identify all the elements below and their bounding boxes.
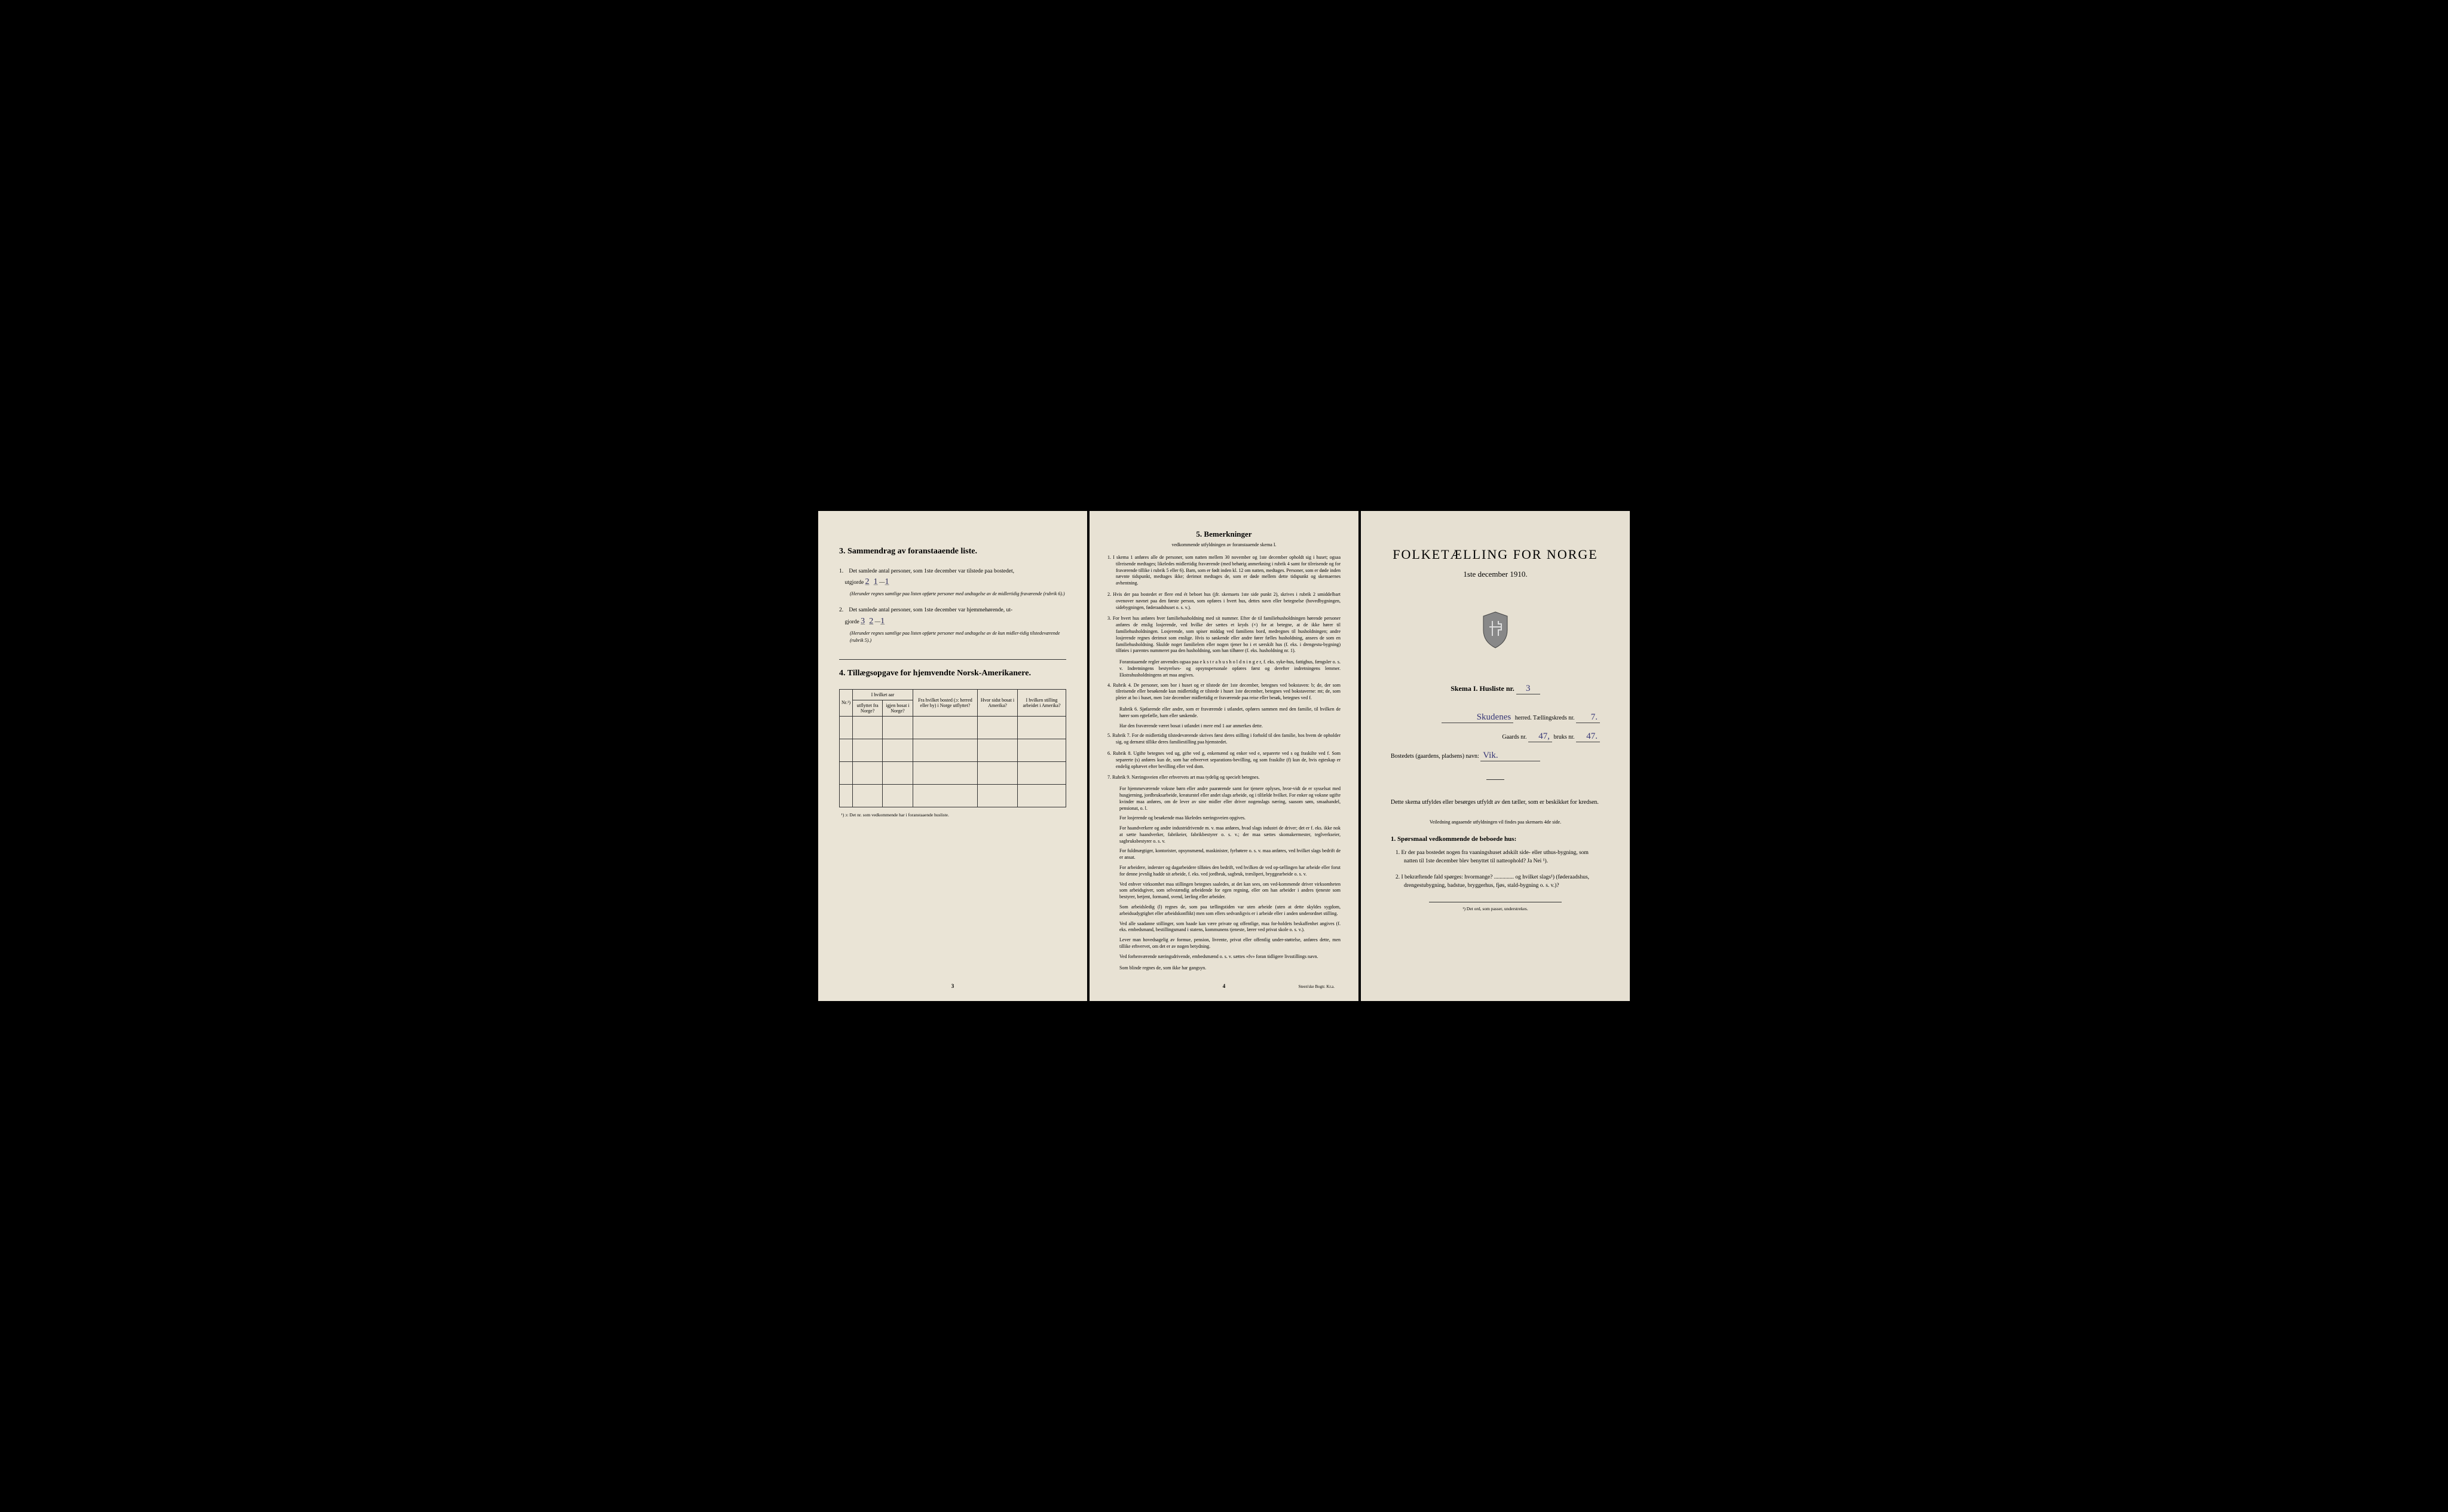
remark-5: 5. Rubrik 7. For de midlertidig tilstede… (1107, 733, 1341, 746)
table-row (840, 739, 1066, 761)
census-date: 1ste december 1910. (1385, 570, 1606, 579)
section-3-title: 3. Sammendrag av foranstaaende liste. (839, 547, 1066, 556)
remarks-list: 1. I skema 1 anføres alle de personer, s… (1107, 555, 1341, 971)
bruks-value: 47. (1586, 731, 1598, 741)
herred-value: Skudenes (1477, 712, 1511, 722)
page-number: 4 (1223, 983, 1226, 989)
remark-1: 1. I skema 1 anføres alle de personer, s… (1107, 555, 1341, 587)
table-row (840, 716, 1066, 739)
remark-2: 2. Hvis der paa bostedet er flere end ét… (1107, 592, 1341, 611)
table-footnote: ¹) ɔ: Det nr. som vedkommende har i fora… (840, 807, 1066, 820)
th-year: I hvilket aar (853, 689, 913, 700)
kreds-value: 7. (1591, 712, 1598, 722)
page-right: FOLKETÆLLING FOR NORGE 1ste december 191… (1361, 511, 1630, 1001)
question-2: 2. I bekræftende fald spørges: hvormange… (1391, 873, 1600, 890)
census-document: 3. Sammendrag av foranstaaende liste. 1.… (818, 511, 1630, 1001)
remark-6: 6. Rubrik 8. Ugifte betegnes ved ug, gif… (1107, 751, 1341, 770)
emigrant-table: Nr.¹) I hvilket aar Fra hvilket bosted (… (839, 689, 1066, 820)
bosted-value: Vik. (1483, 751, 1498, 760)
table-row (840, 784, 1066, 807)
total-resident-value: 3 (861, 617, 865, 626)
remark-7: 7. Rubrik 9. Næringsveien eller erhverve… (1107, 775, 1341, 781)
item-2: 2. Det samlede antal personer, som 1ste … (839, 606, 1066, 644)
th-position: I hvilken stilling arbeidet i Amerika? (1018, 689, 1066, 716)
total-present-value: 2 (865, 577, 870, 586)
page-left: 3. Sammendrag av foranstaaende liste. 1.… (818, 511, 1087, 1001)
skema-line: Skema I. Husliste nr. 3 (1385, 684, 1606, 694)
page-number: 3 (951, 983, 954, 989)
th-where: Hvor sidst bosat i Amerika? (978, 689, 1018, 716)
divider (839, 659, 1066, 660)
th-from: Fra hvilket bosted (ɔ: herred eller by) … (913, 689, 977, 716)
bosted-line: Bostedets (gaardens, pladsens) navn: Vik… (1385, 751, 1606, 761)
section-3: 3. Sammendrag av foranstaaende liste. 1.… (839, 547, 1066, 644)
th-nr: Nr.¹) (840, 689, 853, 716)
table-row (840, 761, 1066, 784)
question-section: 1. Spørsmaal vedkommende de beboede hus:… (1391, 835, 1600, 890)
page-middle: 5. Bemerkninger vedkommende utfyldningen… (1090, 511, 1358, 1001)
question-header: 1. Spørsmaal vedkommende de beboede hus: (1391, 835, 1600, 843)
instruction: Dette skema utfyldes eller besørges utfy… (1391, 798, 1600, 807)
item-1: 1. Det samlede antal personer, som 1ste … (839, 567, 1066, 598)
footnote: ¹) Det ord, som passer, understrekes. (1429, 902, 1562, 911)
separator (1486, 779, 1504, 780)
printer-mark: Steen'ske Bogtr. Kr.a. (1298, 984, 1335, 989)
coat-of-arms-icon (1477, 609, 1513, 651)
herred-line: Skudenes herred. Tællingskreds nr. 7. (1385, 712, 1606, 723)
main-title: FOLKETÆLLING FOR NORGE (1385, 547, 1606, 562)
remark-3: 3. For hvert hus anføres hver familiehus… (1107, 616, 1341, 654)
section-5-header: 5. Bemerkninger (1107, 529, 1341, 540)
remark-4: 4. Rubrik 4. De personer, som bor i huse… (1107, 682, 1341, 702)
question-1: 1. Er der paa bostedet nogen fra vaaning… (1391, 849, 1600, 866)
section-4: 4. Tillægsopgave for hjemvendte Norsk-Am… (839, 669, 1066, 820)
section-4-title: 4. Tillægsopgave for hjemvendte Norsk-Am… (839, 669, 1066, 678)
husliste-nr: 3 (1526, 684, 1531, 693)
gaards-value: 47, (1538, 731, 1550, 741)
gaards-line: Gaards nr. 47, bruks nr. 47. (1385, 731, 1606, 742)
instruction-small: Veiledning angaaende utfyldningen vil fi… (1385, 819, 1606, 825)
